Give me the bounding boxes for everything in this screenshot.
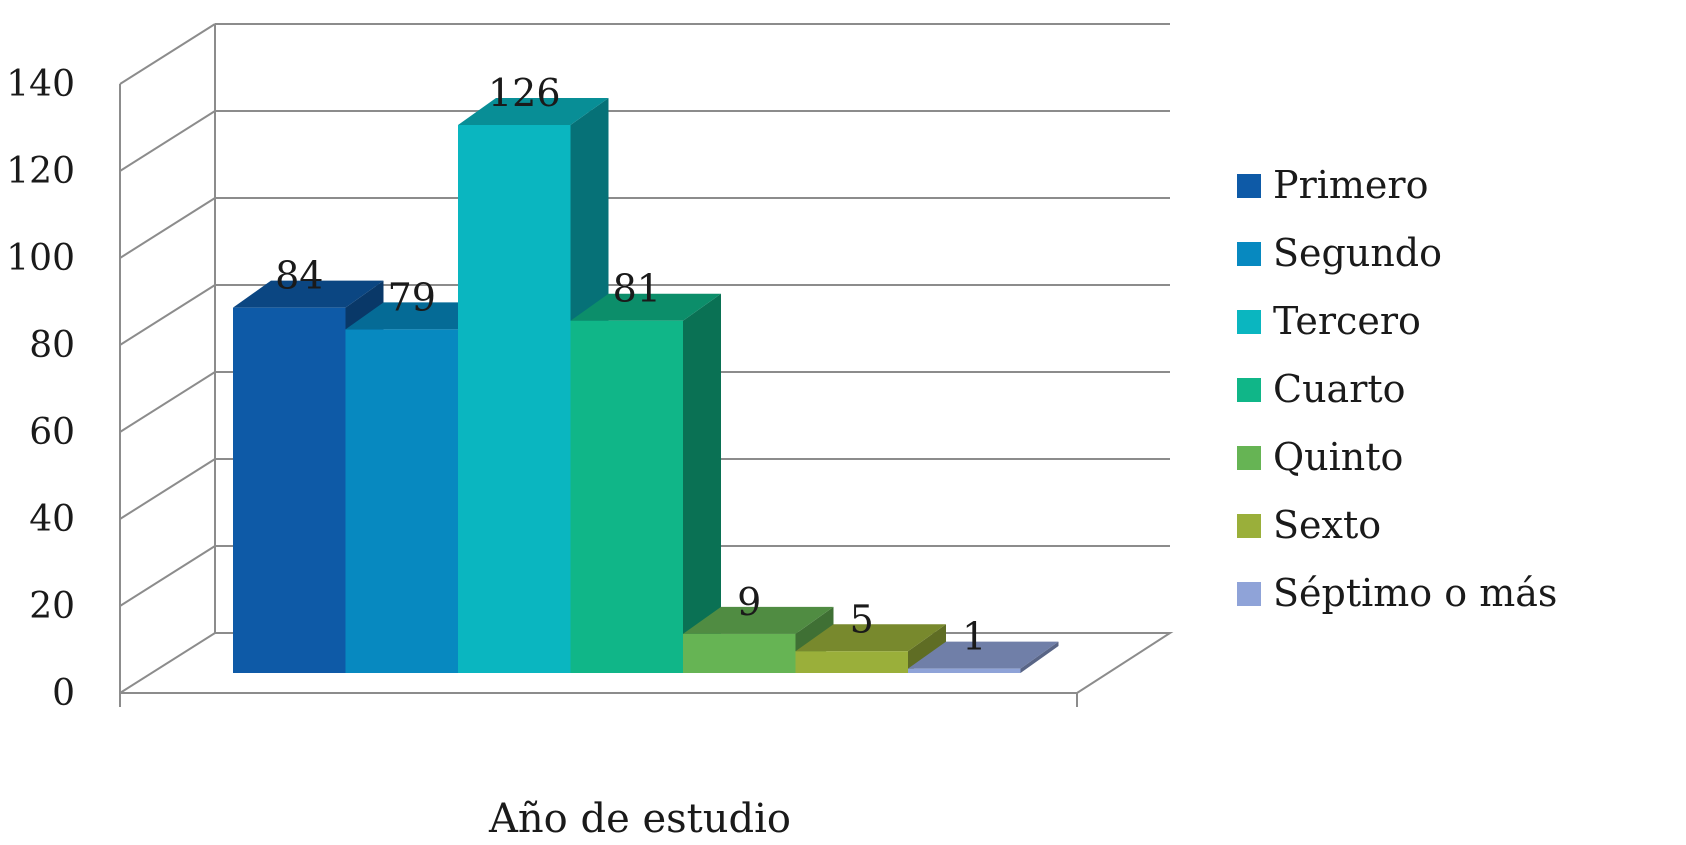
grid-diagonal	[119, 110, 216, 172]
y-tick-label: 20	[29, 586, 75, 627]
grid-diagonal	[119, 197, 216, 259]
bar-side	[908, 624, 946, 673]
data-label: 79	[388, 275, 436, 319]
bar-top	[233, 280, 384, 308]
bar-top	[570, 293, 721, 321]
bar-front	[233, 307, 346, 673]
legend-swatch	[1237, 174, 1261, 198]
legend-label: Primero	[1273, 163, 1428, 207]
bar-tercero	[458, 98, 609, 673]
y-tick-label: 40	[29, 499, 75, 540]
grid-diagonal	[119, 284, 216, 346]
legend-swatch	[1237, 514, 1261, 538]
legend-item: Cuarto	[1237, 367, 1406, 411]
bar-s-ptimo-o-m-s	[908, 641, 1059, 673]
legend-swatch	[1237, 310, 1261, 334]
grid-diagonal	[119, 371, 216, 433]
bar-front	[345, 329, 458, 673]
bar-cuarto	[570, 293, 721, 673]
data-label: 81	[613, 267, 661, 311]
legend-item: Tercero	[1237, 299, 1421, 343]
legend-item: Séptimo o más	[1237, 571, 1557, 615]
bar-side	[683, 293, 721, 673]
data-label: 126	[488, 71, 561, 115]
y-tick-label: 100	[6, 238, 75, 279]
bars-layer	[233, 98, 1059, 673]
grid-diagonal	[119, 545, 216, 607]
bar-top	[908, 641, 1059, 669]
bar-front	[458, 125, 571, 673]
bar-quinto	[683, 606, 834, 673]
data-labels-layer: 84 79 126 81 9 5 1	[275, 71, 986, 659]
legend-swatch	[1237, 446, 1261, 470]
data-label: 9	[737, 580, 761, 624]
bar-top	[458, 98, 609, 125]
y-tick-label: 80	[29, 325, 75, 366]
y-tick-label: 140	[6, 64, 75, 105]
legend-item: Primero	[1237, 163, 1428, 207]
bar-front	[908, 668, 1021, 673]
legend-label: Cuarto	[1273, 367, 1406, 411]
legend-item: Quinto	[1237, 435, 1403, 479]
grid-diagonal	[119, 23, 216, 85]
grid-diagonal	[119, 458, 216, 520]
bar-front	[795, 651, 908, 673]
legend-swatch	[1237, 242, 1261, 266]
legend: Primero Segundo Tercero Cuarto Quinto Sexto Sé…	[1237, 163, 1557, 615]
data-label: 1	[962, 615, 986, 659]
y-tick-label: 0	[52, 673, 75, 714]
legend-label: Sexto	[1273, 503, 1381, 547]
bar-sexto	[795, 624, 946, 673]
x-axis-title: Año de estudio	[488, 796, 791, 842]
legend-label: Tercero	[1273, 299, 1421, 343]
y-tick-label: 60	[29, 412, 75, 453]
legend-label: Segundo	[1273, 231, 1442, 275]
bar-front	[570, 320, 683, 673]
legend-swatch	[1237, 378, 1261, 402]
data-label: 5	[850, 597, 874, 641]
bar-top	[683, 606, 834, 634]
grid-diagonal	[119, 632, 216, 694]
legend-item: Segundo	[1237, 231, 1442, 275]
bar-side	[1020, 641, 1059, 673]
y-tick-label: 120	[6, 151, 75, 192]
legend-swatch	[1237, 582, 1261, 606]
legend-item: Sexto	[1237, 503, 1381, 547]
y-axis-ticks: 0 20 40 60 80 100 120 140	[6, 64, 75, 714]
bar-front	[683, 633, 796, 673]
data-label: 84	[275, 254, 323, 298]
legend-label: Séptimo o más	[1273, 571, 1557, 615]
legend-label: Quinto	[1273, 435, 1403, 479]
bar-top	[795, 624, 946, 652]
